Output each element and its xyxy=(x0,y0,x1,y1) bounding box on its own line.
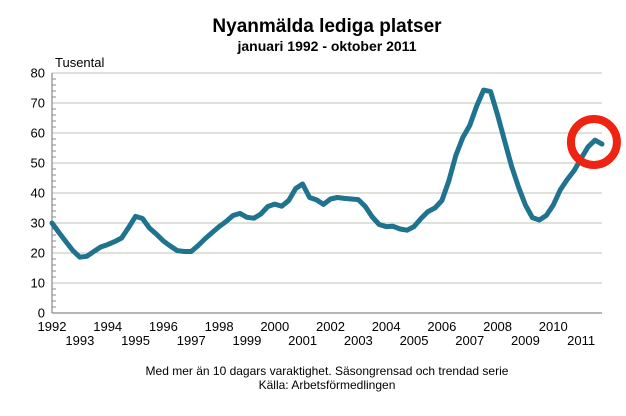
y-axis-unit-label: Tusental xyxy=(55,55,105,70)
x-tick-label: 2006 xyxy=(427,319,456,334)
x-tick-label: 1995 xyxy=(121,333,150,348)
trend-line xyxy=(49,87,605,260)
y-tick-label: 60 xyxy=(31,126,45,141)
x-tick-label: 1997 xyxy=(177,333,206,348)
chart-subtitle: januari 1992 - oktober 2011 xyxy=(237,38,417,54)
x-tick-label: 2001 xyxy=(288,333,317,348)
y-tick-label: 50 xyxy=(31,156,45,171)
chart-title: Nyanmälda lediga platser xyxy=(212,16,442,37)
y-tick-label: 20 xyxy=(31,246,45,261)
x-tick-label: 1998 xyxy=(205,319,234,334)
x-tick-label: 2011 xyxy=(567,333,595,348)
x-tick-label: 2007 xyxy=(455,333,484,348)
x-tick-label: 2008 xyxy=(483,319,512,334)
footer-note: Med mer än 10 dagars varaktighet. Säsong… xyxy=(145,364,509,378)
x-tick-label: 2003 xyxy=(344,333,373,348)
x-tick-label: 2005 xyxy=(400,333,429,348)
x-tick-label: 2002 xyxy=(316,319,345,334)
highlight-circle-annotation xyxy=(566,115,621,169)
x-tick-label: 1993 xyxy=(65,333,94,348)
y-tick-label: 30 xyxy=(31,216,45,231)
y-tick-label: 70 xyxy=(31,96,45,111)
y-tick-label: 40 xyxy=(31,186,45,201)
y-tick-label: 80 xyxy=(31,66,45,81)
x-tick-label: 2009 xyxy=(511,333,540,348)
x-tick-label: 1994 xyxy=(93,319,122,334)
y-tick-label: 10 xyxy=(31,276,45,291)
x-tick-label: 2000 xyxy=(260,319,289,334)
x-tick-label: 1992 xyxy=(38,319,67,334)
y-tick-label: 0 xyxy=(38,306,45,321)
x-tick-label: 1996 xyxy=(149,319,178,334)
x-tick-label: 1999 xyxy=(232,333,261,348)
x-tick-label: 2010 xyxy=(539,319,568,334)
x-tick-label: 2004 xyxy=(372,319,401,334)
footer-source: Källa: Arbetsförmedlingen xyxy=(258,378,396,392)
